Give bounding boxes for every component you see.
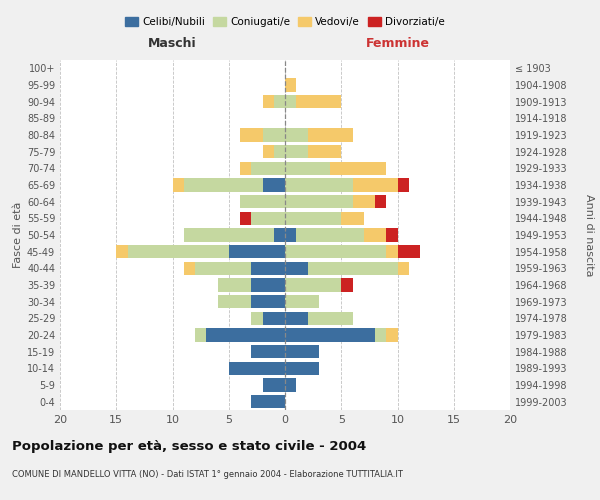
Bar xyxy=(251,212,285,225)
Legend: Celibi/Nubili, Coniugati/e, Vedovi/e, Divorziati/e: Celibi/Nubili, Coniugati/e, Vedovi/e, Di… xyxy=(121,12,449,31)
Bar xyxy=(263,312,285,325)
Bar xyxy=(285,212,341,225)
Bar xyxy=(285,162,330,175)
Bar xyxy=(386,245,398,258)
Bar xyxy=(240,212,251,225)
Bar xyxy=(240,162,251,175)
Bar xyxy=(263,178,285,192)
Bar xyxy=(263,378,285,392)
Bar xyxy=(285,295,319,308)
Bar xyxy=(274,228,285,241)
Bar xyxy=(330,162,386,175)
Bar xyxy=(285,362,319,375)
Bar xyxy=(285,328,375,342)
Bar xyxy=(251,395,285,408)
Bar xyxy=(251,262,285,275)
Bar xyxy=(296,228,364,241)
Bar xyxy=(229,245,285,258)
Bar xyxy=(263,95,274,108)
Bar xyxy=(285,178,353,192)
Bar xyxy=(251,345,285,358)
Bar xyxy=(240,128,263,141)
Bar xyxy=(285,228,296,241)
Y-axis label: Anni di nascita: Anni di nascita xyxy=(584,194,594,276)
Bar xyxy=(274,145,285,158)
Bar xyxy=(184,178,263,192)
Bar xyxy=(364,228,386,241)
Bar xyxy=(353,178,398,192)
Bar xyxy=(296,95,341,108)
Bar xyxy=(285,278,341,291)
Bar xyxy=(184,228,274,241)
Bar xyxy=(285,345,319,358)
Bar xyxy=(353,195,375,208)
Bar xyxy=(285,95,296,108)
Y-axis label: Fasce di età: Fasce di età xyxy=(13,202,23,268)
Bar xyxy=(285,245,386,258)
Bar xyxy=(375,195,386,208)
Bar xyxy=(285,312,308,325)
Bar xyxy=(398,245,420,258)
Bar xyxy=(341,278,353,291)
Bar xyxy=(251,312,263,325)
Text: Popolazione per età, sesso e stato civile - 2004: Popolazione per età, sesso e stato civil… xyxy=(12,440,366,453)
Bar xyxy=(173,178,184,192)
Bar xyxy=(195,262,251,275)
Bar xyxy=(386,328,398,342)
Bar xyxy=(206,328,285,342)
Text: COMUNE DI MANDELLO VITTA (NO) - Dati ISTAT 1° gennaio 2004 - Elaborazione TUTTIT: COMUNE DI MANDELLO VITTA (NO) - Dati IST… xyxy=(12,470,403,479)
Bar xyxy=(195,328,206,342)
Bar xyxy=(285,78,296,92)
Bar xyxy=(398,178,409,192)
Bar xyxy=(240,195,285,208)
Text: Maschi: Maschi xyxy=(148,37,197,50)
Bar xyxy=(251,295,285,308)
Text: Femmine: Femmine xyxy=(365,37,430,50)
Bar xyxy=(308,145,341,158)
Bar xyxy=(285,262,308,275)
Bar xyxy=(341,212,364,225)
Bar xyxy=(274,95,285,108)
Bar xyxy=(251,162,285,175)
Bar xyxy=(229,362,285,375)
Bar xyxy=(128,245,229,258)
Bar xyxy=(285,195,353,208)
Bar xyxy=(218,295,251,308)
Bar xyxy=(398,262,409,275)
Bar xyxy=(375,328,386,342)
Bar xyxy=(263,128,285,141)
Bar xyxy=(218,278,251,291)
Bar xyxy=(251,278,285,291)
Bar xyxy=(308,128,353,141)
Bar xyxy=(116,245,128,258)
Bar xyxy=(308,312,353,325)
Bar xyxy=(386,228,398,241)
Bar xyxy=(285,145,308,158)
Bar xyxy=(184,262,195,275)
Bar xyxy=(285,378,296,392)
Bar xyxy=(285,128,308,141)
Bar xyxy=(308,262,398,275)
Bar xyxy=(263,145,274,158)
